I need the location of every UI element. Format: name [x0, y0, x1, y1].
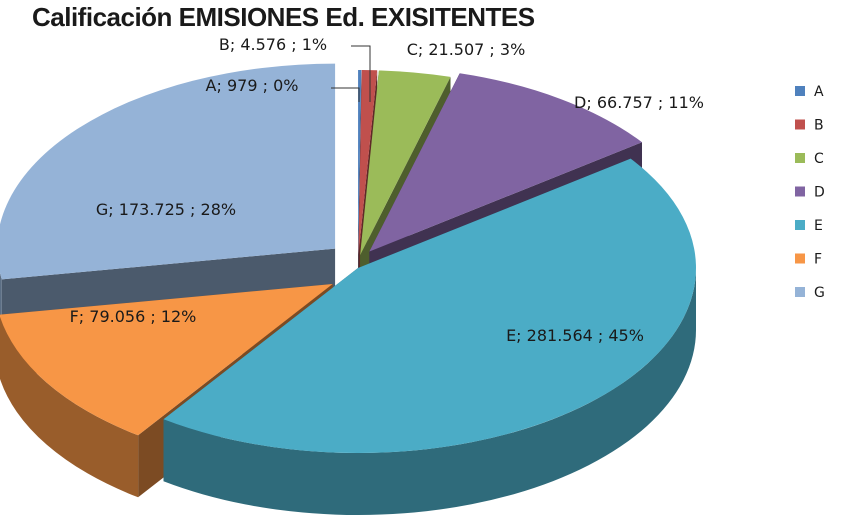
slice-label-c: C; 21.507 ; 3%	[407, 40, 526, 59]
legend-label-a: A	[814, 84, 824, 100]
legend-swatch-c	[795, 153, 805, 163]
slice-b-top	[358, 70, 378, 256]
legend-swatch-g	[795, 287, 805, 297]
legend-item-c: C	[795, 151, 824, 167]
chart-legend: A B C D E F G	[795, 84, 825, 301]
slice-e-top	[163, 158, 697, 454]
slice-f-top	[0, 283, 333, 436]
legend-swatch-d	[795, 186, 805, 197]
slice-label-d: D; 66.757 ; 11%	[574, 93, 704, 112]
slice-d-top	[369, 73, 643, 252]
legend-label-c: C	[814, 151, 824, 167]
slice-e	[163, 158, 697, 515]
slice-c-top	[360, 70, 451, 256]
chart-title: Calificación EMISIONES Ed. EXISITENTES	[32, 2, 535, 32]
leader-line-b	[351, 45, 371, 102]
legend-swatch-f	[795, 253, 805, 264]
slice-label-a: A; 979 ; 0%	[206, 76, 299, 95]
slice-a-top	[358, 70, 362, 256]
legend-label-f: F	[814, 252, 822, 268]
slice-label-e: E; 281.564 ; 45%	[506, 326, 644, 345]
slice-e-wall	[163, 268, 696, 515]
slice-f-wall	[0, 316, 139, 498]
legend-item-e: E	[795, 218, 823, 234]
legend-swatch-a	[795, 86, 805, 96]
legend-label-d: D	[814, 185, 825, 201]
legend-item-d: D	[795, 185, 825, 201]
legend-label-g: G	[814, 285, 825, 301]
legend-swatch-e	[795, 220, 805, 230]
legend-label-b: B	[814, 118, 824, 134]
slice-g-top	[0, 63, 336, 280]
legend-item-a: A	[795, 84, 824, 100]
legend-swatch-b	[795, 119, 805, 130]
slice-label-g: G; 173.725 ; 28%	[96, 200, 236, 219]
legend-item-b: B	[795, 118, 824, 134]
pie-slices	[0, 63, 697, 515]
legend-label-e: E	[814, 218, 823, 234]
legend-item-g: G	[795, 285, 825, 301]
leader-line-a	[331, 87, 360, 102]
slice-label-b: B; 4.576 ; 1%	[219, 35, 327, 54]
slice-label-f: F; 79.056 ; 12%	[70, 307, 197, 326]
legend-item-f: F	[795, 252, 822, 268]
slice-labels: A; 979 ; 0% B; 4.576 ; 1% C; 21.507 ; 3% D;…	[70, 35, 704, 345]
